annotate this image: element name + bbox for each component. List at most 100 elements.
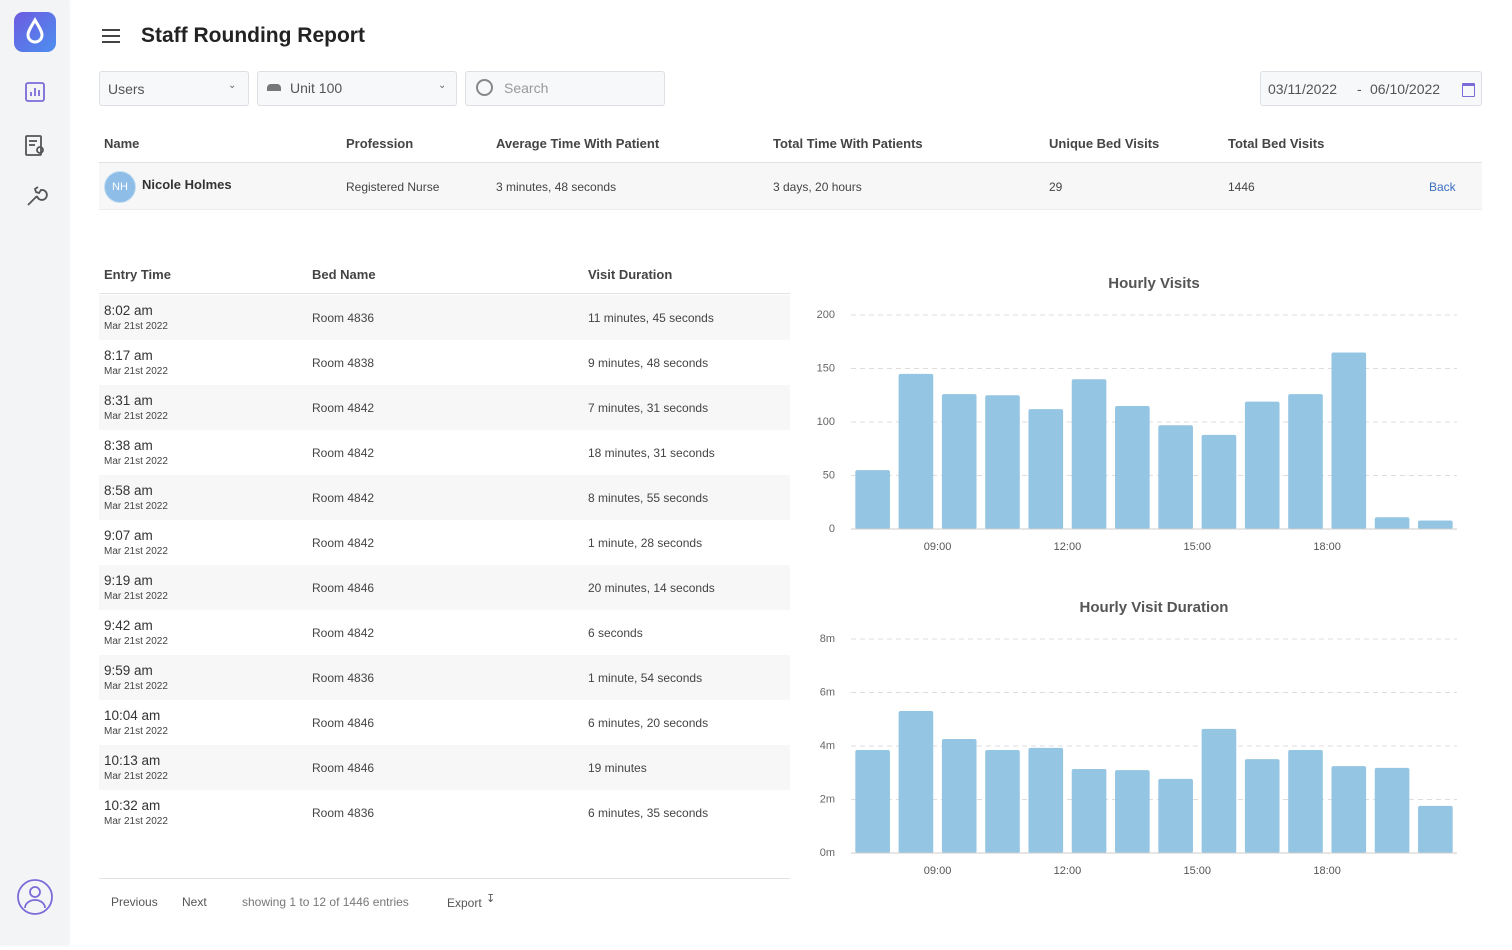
bar <box>1288 750 1323 853</box>
bar <box>941 394 977 529</box>
calendar-icon[interactable] <box>1462 83 1475 97</box>
users-select[interactable] <box>99 71 249 106</box>
bar <box>1418 805 1453 853</box>
summary-header: Total Time With Patients <box>773 136 923 152</box>
entry-time: 8:02 am <box>104 302 153 318</box>
y-tick-label: 4m <box>820 740 835 752</box>
entry-time: 9:42 am <box>104 617 153 633</box>
visit-duration: 9 minutes, 48 seconds <box>588 355 709 370</box>
x-tick-label: 15:00 <box>1184 865 1212 877</box>
entry-date: Mar 21st 2022 <box>104 636 168 647</box>
entry-date: Mar 21st 2022 <box>104 726 168 737</box>
x-tick-label: 18:00 <box>1313 541 1341 553</box>
summary-header: Average Time With Patient <box>496 136 660 152</box>
back-link[interactable]: Back <box>1429 179 1456 194</box>
table-divider <box>99 293 790 294</box>
bar <box>898 710 934 853</box>
y-tick-label: 2m <box>820 793 835 805</box>
search-placeholder: Search <box>504 79 549 96</box>
bar <box>941 739 977 853</box>
entry-time: 10:04 am <box>104 707 161 723</box>
bed-name: Room 4842 <box>312 625 375 640</box>
users-label: Users <box>108 80 145 97</box>
logo[interactable] <box>14 12 56 52</box>
bar <box>1115 405 1150 529</box>
y-tick-label: 6m <box>820 686 835 698</box>
bar <box>1201 434 1237 529</box>
bed-name: Room 4846 <box>312 580 375 595</box>
entry-date: Mar 21st 2022 <box>104 816 168 827</box>
table-row-bg <box>99 385 790 430</box>
previous-button[interactable]: Previous <box>111 894 158 909</box>
dropdown-caret: ⌄ <box>438 80 447 91</box>
visit-duration: 11 minutes, 45 seconds <box>588 310 714 325</box>
entry-date: Mar 21st 2022 <box>104 456 168 467</box>
total-time: 3 days, 20 hours <box>773 179 862 194</box>
entry-time: 8:58 am <box>104 482 153 498</box>
table-row-bg <box>99 655 790 700</box>
bar <box>1331 352 1367 529</box>
summary-header: Profession <box>346 136 414 152</box>
bar <box>1115 770 1150 853</box>
staff-name: Nicole Holmes <box>142 177 232 193</box>
bed-name: Room 4836 <box>312 310 375 325</box>
date-range[interactable] <box>1260 71 1482 106</box>
avatar: NH <box>104 171 136 203</box>
dropdown-caret: ⌄ <box>228 80 237 91</box>
entry-date: Mar 21st 2022 <box>104 771 168 782</box>
y-tick-label: 0m <box>820 847 835 859</box>
visit-duration: 6 minutes, 35 seconds <box>588 805 709 820</box>
next-button[interactable]: Next <box>182 894 207 909</box>
y-tick-label: 0 <box>829 523 835 535</box>
bed-name: Room 4846 <box>312 715 375 730</box>
reports-icon[interactable] <box>25 82 45 102</box>
y-tick-label: 8m <box>820 633 835 645</box>
staff-icon[interactable] <box>25 135 44 156</box>
chart-title: Hourly Visits <box>1108 275 1199 292</box>
summary-header: Name <box>104 136 140 152</box>
visit-duration: 19 minutes <box>588 760 647 775</box>
entry-date: Mar 21st 2022 <box>104 321 168 332</box>
entries-info: showing 1 to 12 of 1446 entries <box>242 894 409 909</box>
visit-duration: 7 minutes, 31 seconds <box>588 400 709 415</box>
footer-divider <box>99 878 790 879</box>
sidebar <box>0 0 68 945</box>
bar <box>1418 520 1453 529</box>
bar <box>1071 769 1107 853</box>
y-tick-label: 100 <box>817 416 835 428</box>
x-tick-label: 18:00 <box>1313 865 1341 877</box>
logo-drop <box>26 16 44 44</box>
x-tick-label: 15:00 <box>1184 541 1212 553</box>
menu-button[interactable] <box>102 29 120 43</box>
entry-time: 9:59 am <box>104 662 153 678</box>
bar <box>985 750 1020 853</box>
x-tick-label: 12:00 <box>1054 865 1082 877</box>
bar <box>1244 401 1280 529</box>
x-tick-label: 12:00 <box>1054 541 1082 553</box>
unit-select[interactable] <box>257 71 457 106</box>
unique-bed-visits: 29 <box>1049 179 1063 194</box>
charts: Hourly Visits 0 50 100 150 200 09:00 12:00 15:00… <box>817 275 1457 877</box>
search-box[interactable] <box>465 71 665 106</box>
entry-date: Mar 21st 2022 <box>104 546 168 557</box>
entry-date: Mar 21st 2022 <box>104 591 168 602</box>
entry-date: Mar 21st 2022 <box>104 366 168 377</box>
x-tick-label: 09:00 <box>924 541 952 553</box>
profession: Registered Nurse <box>346 179 440 194</box>
y-tick-label: 50 <box>823 469 835 481</box>
profile-icon[interactable] <box>17 879 53 915</box>
export-button[interactable]: Export <box>447 895 482 910</box>
total-bed-visits: 1446 <box>1228 179 1255 194</box>
visit-duration: 18 minutes, 31 seconds <box>588 445 715 460</box>
table-header: Entry Time <box>104 267 171 283</box>
bed-name: Room 4842 <box>312 490 375 505</box>
visit-duration: 6 minutes, 20 seconds <box>588 715 709 730</box>
entry-date: Mar 21st 2022 <box>104 681 168 692</box>
table-row-bg <box>99 565 790 610</box>
entry-time: 9:19 am <box>104 572 153 588</box>
entry-time: 10:13 am <box>104 752 161 768</box>
bar <box>1201 728 1237 853</box>
bar <box>1028 747 1064 853</box>
settings-icon[interactable] <box>27 186 48 206</box>
